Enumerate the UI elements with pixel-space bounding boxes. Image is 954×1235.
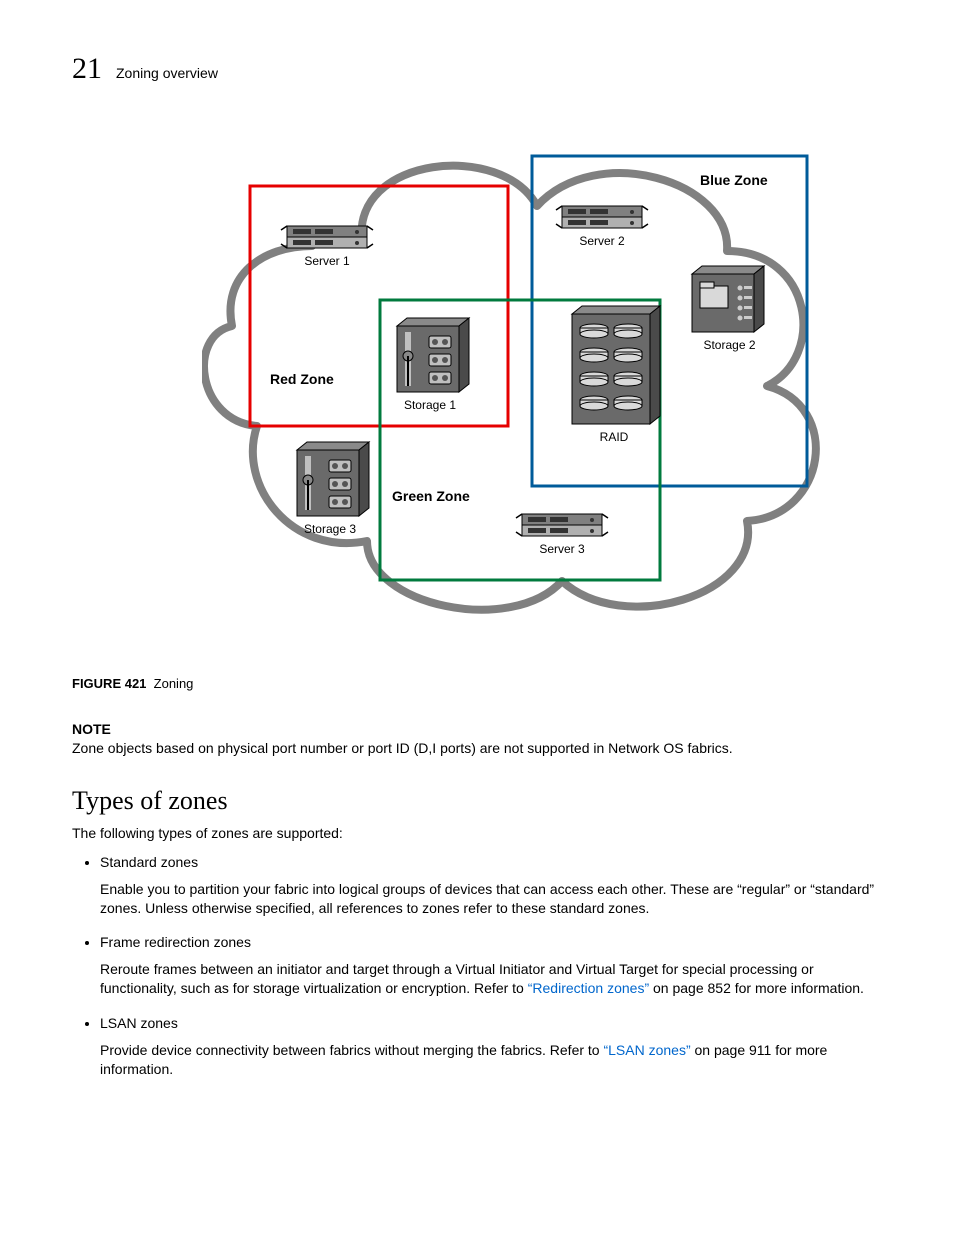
lsan-zones-link[interactable]: “LSAN zones”: [603, 1042, 690, 1058]
list-item-name: Standard zones: [100, 854, 198, 870]
figure-caption: FIGURE 421 Zoning: [72, 676, 894, 691]
list-item-desc: Reroute frames between an initiator and …: [100, 960, 894, 998]
storage1-icon: [397, 318, 469, 392]
server1-label: Server 1: [287, 254, 367, 268]
blue-zone-label: Blue Zone: [700, 172, 768, 188]
list-item: Standard zones Enable you to partition y…: [100, 853, 894, 918]
storage3-icon: [297, 442, 369, 516]
figure-caption-prefix: FIGURE 421: [72, 676, 146, 691]
server2-label: Server 2: [562, 234, 642, 248]
chapter-title: Zoning overview: [116, 65, 218, 81]
zoning-diagram: Red Zone Blue Zone Green Zone Server 1 S…: [202, 126, 822, 646]
redirection-zones-link[interactable]: “Redirection zones”: [528, 980, 649, 996]
server3-label: Server 3: [522, 542, 602, 556]
storage1-label: Storage 1: [390, 398, 470, 412]
list-item-desc: Enable you to partition your fabric into…: [100, 880, 894, 918]
server1-icon: [281, 226, 373, 248]
red-zone-label: Red Zone: [270, 371, 334, 387]
raid-icon: [572, 306, 660, 424]
storage2-label: Storage 2: [692, 338, 767, 352]
list-item-name: Frame redirection zones: [100, 934, 251, 950]
section-intro: The following types of zones are support…: [72, 824, 894, 843]
note-body: Zone objects based on physical port numb…: [72, 739, 894, 758]
server3-icon: [516, 514, 608, 536]
note-heading: NOTE: [72, 721, 894, 737]
list-item-desc: Provide device connectivity between fabr…: [100, 1041, 894, 1079]
storage2-icon: [692, 266, 764, 332]
list-item-name: LSAN zones: [100, 1015, 178, 1031]
list-item: Frame redirection zones Reroute frames b…: [100, 933, 894, 998]
section-title: Types of zones: [72, 786, 894, 816]
storage3-label: Storage 3: [290, 522, 370, 536]
chapter-number: 21: [72, 52, 102, 86]
zone-types-list: Standard zones Enable you to partition y…: [72, 853, 894, 1079]
green-zone-label: Green Zone: [392, 488, 470, 504]
server2-icon: [556, 206, 648, 228]
list-item: LSAN zones Provide device connectivity b…: [100, 1014, 894, 1079]
figure-caption-text: Zoning: [154, 676, 194, 691]
raid-label: RAID: [574, 430, 654, 444]
